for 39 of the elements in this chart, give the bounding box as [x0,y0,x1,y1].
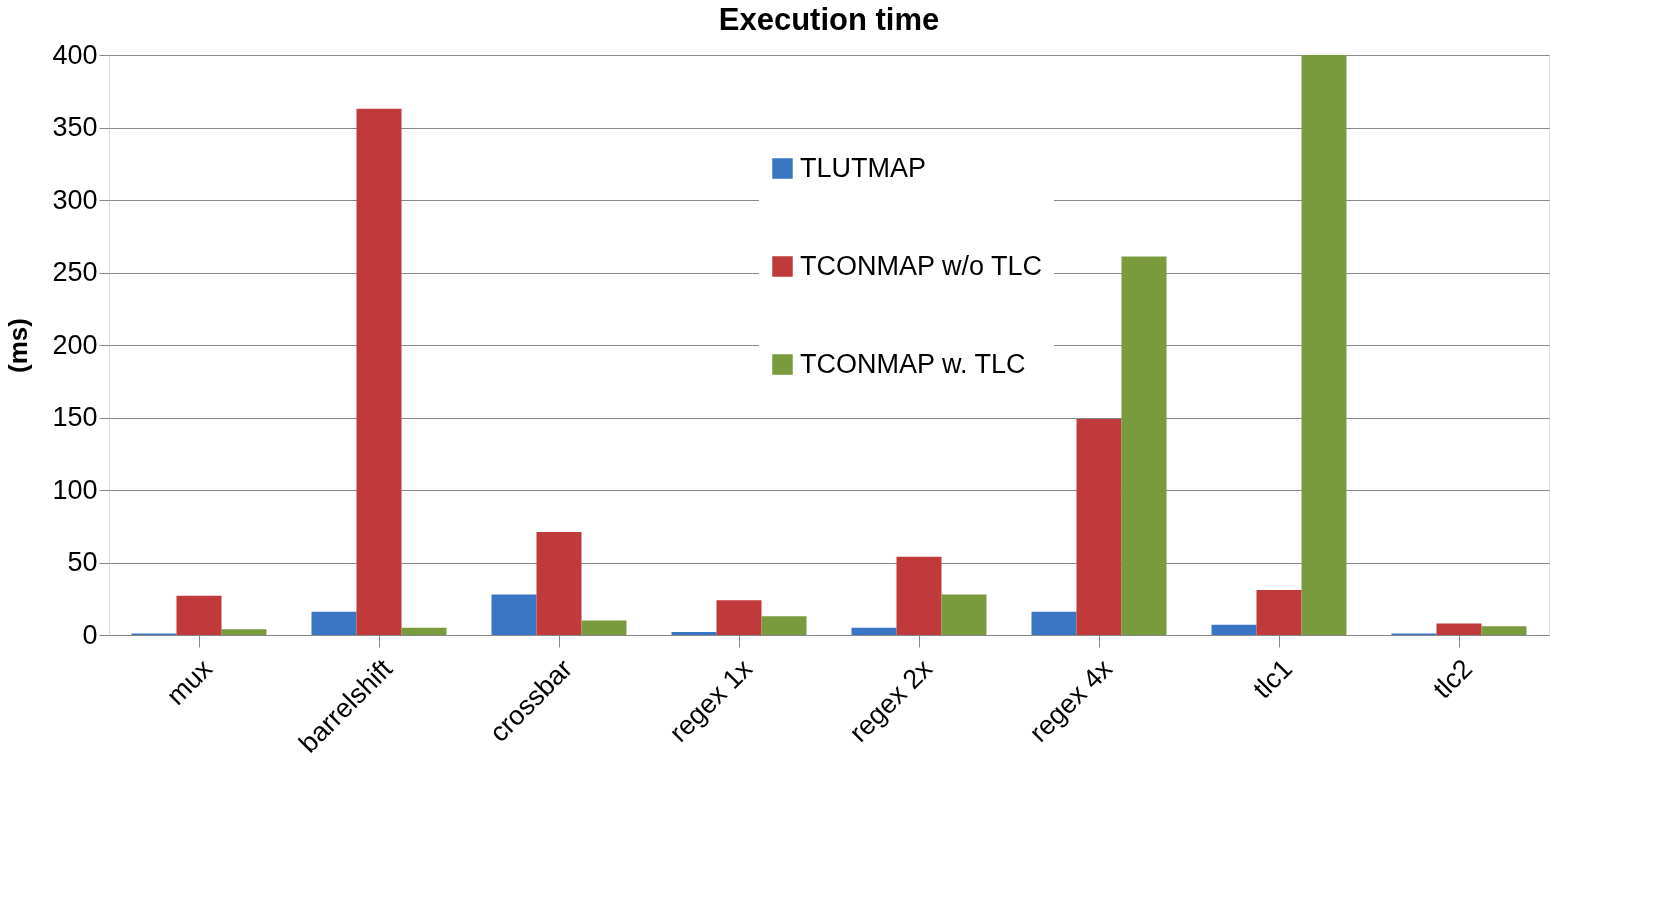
bar [401,627,447,635]
bar [1031,611,1077,635]
bar [671,632,717,635]
x-tick-label: mux [160,653,219,711]
bar [716,600,762,635]
bar [1211,624,1257,635]
y-tick-label: 250 [52,257,98,287]
bar [176,595,222,635]
bar [1301,55,1347,635]
y-tick-label: 0 [82,619,98,650]
bar [1436,623,1482,635]
chart-title: Execution time [718,2,940,37]
legend-label: TLUTMAP [800,152,927,183]
bar [851,627,897,635]
legend-label: TCONMAP w. TLC [800,348,1026,379]
y-tick-label: 50 [67,547,98,577]
bar [896,556,942,635]
y-axis-title: (ms) [3,318,34,373]
bar [536,532,582,635]
bar [941,594,987,635]
y-tick-label: 400 [52,39,98,70]
y-tick-label: 350 [52,112,98,142]
bar [761,616,807,635]
bar [1121,256,1167,635]
bar [311,611,357,635]
y-tick-label: 300 [52,184,98,215]
y-tick-label: 100 [52,474,98,505]
bar [221,629,267,635]
y-tick-label: 150 [52,402,98,432]
bar [1076,418,1122,635]
x-tick-label: tlc2 [1427,653,1479,705]
bar [356,108,402,635]
bar [581,620,627,635]
bar [491,594,537,635]
legend-label: TCONMAP w/o TLC [800,250,1043,281]
bar [1481,626,1527,635]
bar [1256,590,1302,635]
x-tick-label: tlc1 [1247,653,1299,705]
y-tick-label: 200 [52,329,98,360]
